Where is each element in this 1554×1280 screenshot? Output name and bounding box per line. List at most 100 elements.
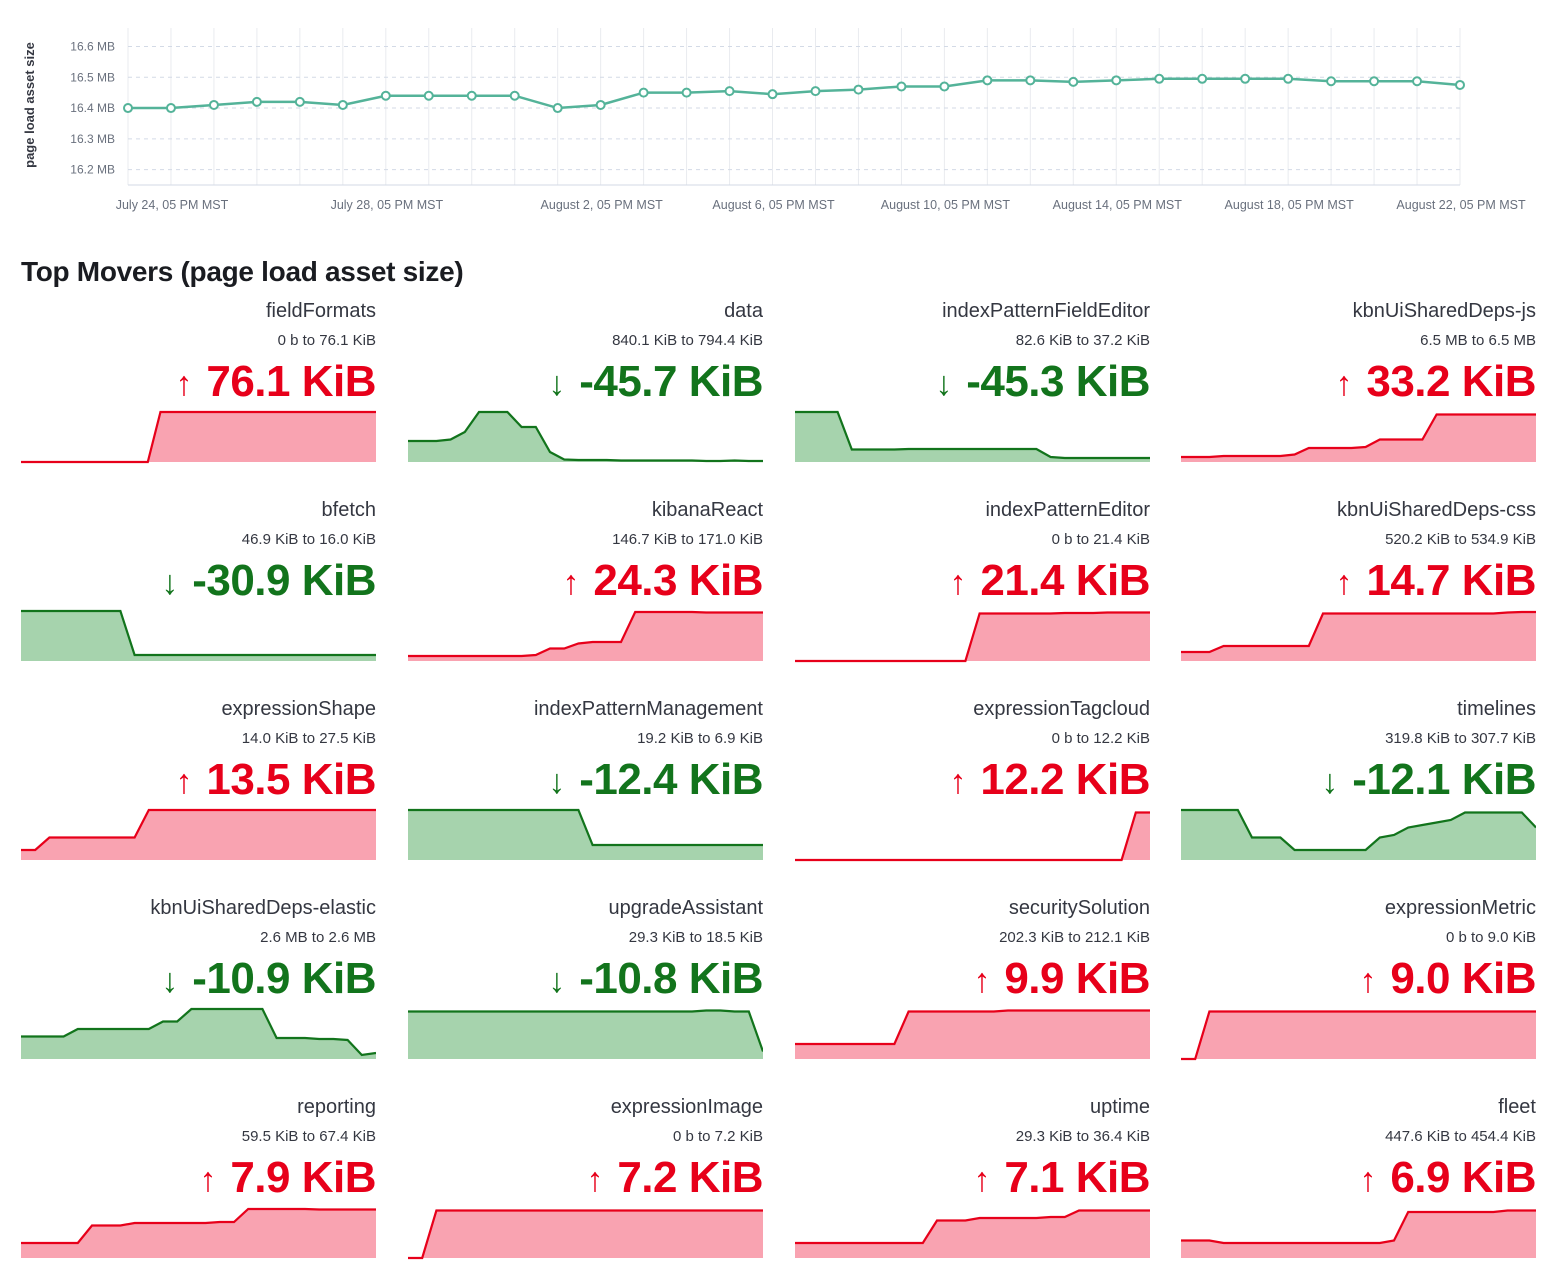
data-point[interactable] (1326, 76, 1337, 87)
data-point[interactable] (1111, 75, 1122, 86)
data-point[interactable] (681, 87, 692, 98)
data-point[interactable] (165, 103, 176, 114)
mover-sparkline (21, 609, 376, 661)
sparkline-area (21, 611, 376, 661)
data-point[interactable] (337, 99, 348, 110)
sparkline-line (408, 808, 763, 847)
arrow-down-icon: ↓ (548, 364, 566, 403)
data-point[interactable] (1412, 76, 1423, 87)
mover-name: fieldFormats (265, 300, 376, 322)
mover-delta-row: ↑ 9.9 KiB (973, 951, 1150, 1007)
data-point[interactable] (1240, 73, 1251, 84)
mover-delta-row: ↑ 24.3 KiB (562, 553, 763, 609)
mover-range: 29.3 KiB to 36.4 KiB (1015, 1128, 1150, 1145)
data-point[interactable] (423, 90, 434, 101)
mover-sparkline (21, 1007, 376, 1059)
data-point[interactable] (380, 90, 391, 101)
mover-delta-row: ↓ -10.9 KiB (161, 951, 376, 1007)
arrow-up-icon: ↑ (199, 1160, 217, 1199)
mover-delta-row: ↑ 7.1 KiB (973, 1150, 1150, 1206)
sparkline-line (795, 410, 1150, 460)
mover-card-kbnUiSharedDeps-js[interactable]: kbnUiSharedDeps-js 6.5 MB to 6.5 MB ↑ 33.2 … (1181, 300, 1536, 480)
mover-card-kbnUiSharedDeps-elastic[interactable]: kbnUiSharedDeps-elastic 2.6 MB to 2.6 MB ↓… (21, 897, 376, 1077)
data-point[interactable] (767, 89, 778, 100)
mover-card-upgradeAssistant[interactable]: upgradeAssistant 29.3 KiB to 18.5 KiB ↓ -10… (408, 897, 763, 1077)
data-point[interactable] (1455, 79, 1465, 90)
mover-card-indexPatternEditor[interactable]: indexPatternEditor 0 b to 21.4 KiB ↑ 21.4 K… (795, 499, 1150, 679)
data-point[interactable] (509, 90, 520, 101)
data-point[interactable] (982, 75, 993, 86)
data-point[interactable] (466, 90, 477, 101)
data-point[interactable] (552, 103, 563, 114)
data-point[interactable] (123, 103, 133, 114)
mover-range: 29.3 KiB to 18.5 KiB (628, 929, 763, 946)
arrow-up-icon: ↑ (1359, 1160, 1377, 1199)
sparkline-area (795, 612, 1150, 661)
data-point[interactable] (853, 84, 864, 95)
data-point[interactable] (1369, 76, 1380, 87)
mover-card-data[interactable]: data 840.1 KiB to 794.4 KiB ↓ -45.7 KiB (408, 300, 763, 480)
sparkline-area (795, 1210, 1150, 1258)
mover-card-securitySolution[interactable]: securitySolution 202.3 KiB to 212.1 KiB ↑ 9… (795, 897, 1150, 1077)
mover-range: 0 b to 9.0 KiB (1445, 929, 1536, 946)
mover-sparkline (1181, 1209, 1536, 1258)
x-tick-label: August 22, 05 PM MST (1396, 198, 1526, 212)
data-point[interactable] (1197, 73, 1208, 84)
mover-card-uptime[interactable]: uptime 29.3 KiB to 36.4 KiB ↑ 7.1 KiB (795, 1096, 1150, 1276)
data-point[interactable] (251, 96, 262, 107)
mover-name: indexPatternEditor (985, 499, 1150, 521)
mover-range: 0 b to 12.2 KiB (1051, 730, 1150, 747)
mover-card-kibanaReact[interactable]: kibanaReact 146.7 KiB to 171.0 KiB ↑ 24.3 K… (408, 499, 763, 679)
mover-card-expressionMetric[interactable]: expressionMetric 0 b to 9.0 KiB ↑ 9.0 KiB (1181, 897, 1536, 1077)
data-point[interactable] (638, 87, 649, 98)
mover-delta: 9.9 KiB (1004, 954, 1150, 1003)
mover-card-indexPatternFieldEditor[interactable]: indexPatternFieldEditor 82.6 KiB to 37.2 … (795, 300, 1150, 480)
mover-card-fleet[interactable]: fleet 447.6 KiB to 454.4 KiB ↑ 6.9 KiB (1181, 1096, 1536, 1276)
sparkline-area (795, 812, 1150, 860)
mover-card-expressionShape[interactable]: expressionShape 14.0 KiB to 27.5 KiB ↑ 13.5… (21, 698, 376, 878)
mover-delta-row: ↑ 21.4 KiB (949, 553, 1150, 609)
mover-name: upgradeAssistant (608, 897, 763, 919)
sparkline-line (1181, 610, 1536, 654)
data-point[interactable] (294, 96, 305, 107)
mover-delta: -10.8 KiB (579, 954, 763, 1003)
mover-range: 520.2 KiB to 534.9 KiB (1385, 531, 1536, 548)
mover-delta: 13.5 KiB (206, 755, 376, 804)
y-tick-label: 16.6 MB (70, 39, 115, 53)
sparkline-line (1181, 808, 1536, 852)
mover-delta: 6.9 KiB (1390, 1153, 1536, 1202)
mover-name: data (724, 300, 763, 322)
mover-name: expressionMetric (1384, 897, 1536, 919)
data-point[interactable] (1025, 75, 1036, 86)
mover-name: uptime (1089, 1096, 1150, 1118)
data-point[interactable] (1154, 73, 1165, 84)
data-point[interactable] (939, 81, 950, 92)
mover-card-expressionImage[interactable]: expressionImage 0 b to 7.2 KiB ↑ 7.2 KiB (408, 1096, 763, 1276)
mover-card-kbnUiSharedDeps-css[interactable]: kbnUiSharedDeps-css 520.2 KiB to 534.9 Ki… (1181, 499, 1536, 679)
data-point[interactable] (1068, 76, 1079, 87)
mover-card-fieldFormats[interactable]: fieldFormats 0 b to 76.1 KiB ↑ 76.1 KiB (21, 300, 376, 480)
mover-card-expressionTagcloud[interactable]: expressionTagcloud 0 b to 12.2 KiB ↑ 12.2 K… (795, 698, 1150, 878)
data-point[interactable] (896, 81, 907, 92)
data-point[interactable] (208, 99, 219, 110)
mover-sparkline (795, 410, 1150, 462)
mover-name: timelines (1457, 698, 1536, 720)
mover-card-indexPatternManagement[interactable]: indexPatternManagement 19.2 KiB to 6.9 Ki… (408, 698, 763, 878)
mover-delta: -45.3 KiB (966, 357, 1150, 406)
mover-sparkline (1181, 808, 1536, 860)
mover-range: 202.3 KiB to 212.1 KiB (999, 929, 1150, 946)
mover-card-reporting[interactable]: reporting 59.5 KiB to 67.4 KiB ↑ 7.9 KiB (21, 1096, 376, 1276)
mover-delta-row: ↓ -45.7 KiB (548, 354, 763, 410)
mover-name: bfetch (321, 499, 376, 521)
data-point[interactable] (1283, 73, 1294, 84)
data-point[interactable] (595, 99, 606, 110)
sparkline-line (1181, 413, 1536, 459)
mover-sparkline (408, 1009, 763, 1059)
mover-card-timelines[interactable]: timelines 319.8 KiB to 307.7 KiB ↓ -12.1 Ki… (1181, 698, 1536, 878)
sparkline-line (21, 609, 376, 657)
data-point[interactable] (810, 86, 821, 97)
sparkline-line (795, 811, 1150, 862)
mover-delta: -12.1 KiB (1352, 755, 1536, 804)
mover-card-bfetch[interactable]: bfetch 46.9 KiB to 16.0 KiB ↓ -30.9 KiB (21, 499, 376, 679)
data-point[interactable] (724, 86, 735, 97)
